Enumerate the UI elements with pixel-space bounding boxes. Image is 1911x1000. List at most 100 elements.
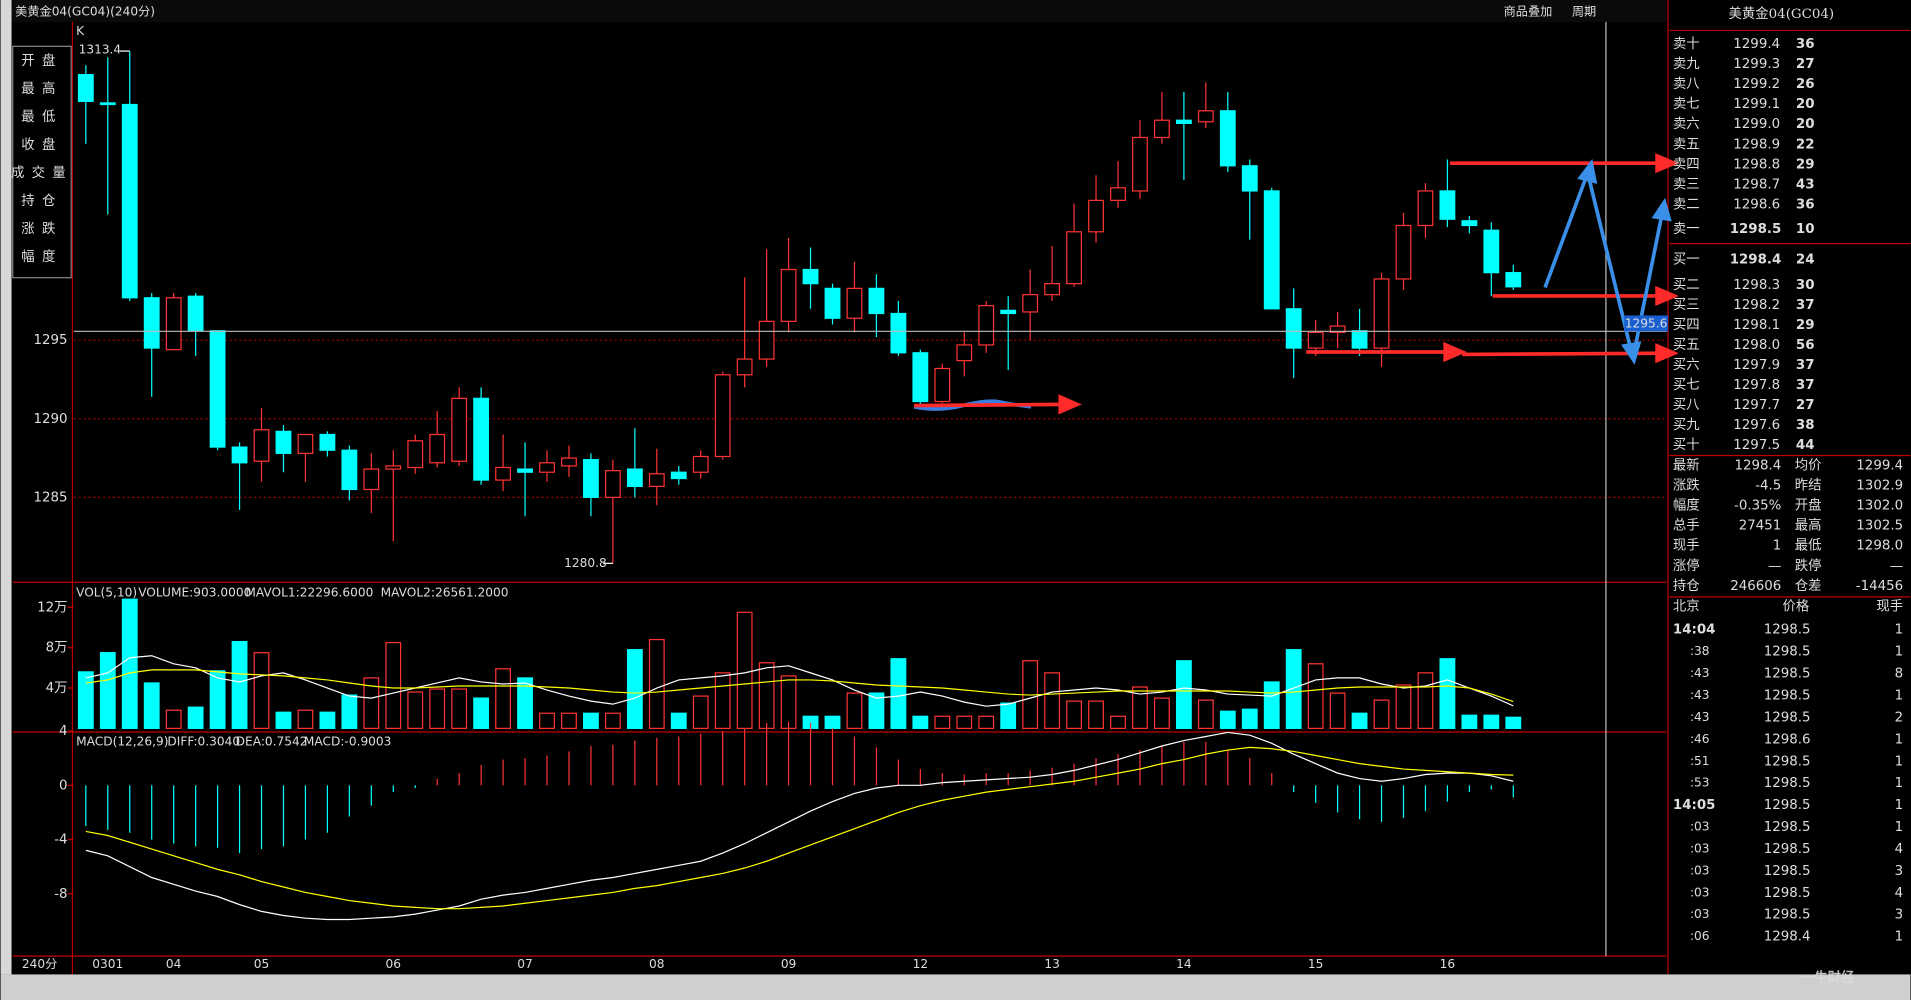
toolbar-button[interactable]: 商品叠加 xyxy=(1504,4,1553,19)
tick-time: :43 xyxy=(1690,666,1710,680)
quote-label: 最新 xyxy=(1673,457,1700,473)
ask-label: 卖七 xyxy=(1673,96,1700,112)
tick-price: 1298.5 xyxy=(1764,754,1811,769)
quote-value: 1302.5 xyxy=(1856,519,1903,534)
candle-body xyxy=(1307,331,1324,349)
y-tick-label: 1290 xyxy=(34,412,68,427)
tick-time: 14:04 xyxy=(1673,623,1716,638)
candle-body xyxy=(1197,110,1214,123)
y-tick-label: -4 xyxy=(54,833,67,848)
volume-bar xyxy=(868,692,885,729)
candle-body xyxy=(209,330,226,448)
quote-label: 跌停 xyxy=(1795,557,1822,574)
candle-body xyxy=(539,462,555,473)
y-tick-label: 8万 xyxy=(46,641,68,656)
crosshair-label-box xyxy=(1624,315,1669,332)
tick-price: 1298.5 xyxy=(1764,820,1811,835)
sidebar-item[interactable]: 收盘 xyxy=(21,136,62,153)
x-tick-label: 04 xyxy=(166,957,182,971)
candle-body xyxy=(165,297,182,351)
status-bar xyxy=(0,974,1911,1000)
quote-value: 27451 xyxy=(1739,519,1782,534)
sidebar-item[interactable]: 最高 xyxy=(21,80,62,97)
bid-volume: 37 xyxy=(1796,358,1815,373)
y-tick-label: -8 xyxy=(54,887,67,902)
volume-bar xyxy=(99,652,116,729)
volume-bar xyxy=(758,662,775,729)
tick-time: :03 xyxy=(1690,863,1710,877)
sidebar-item[interactable]: 成交量 xyxy=(11,164,73,181)
candle-body xyxy=(1022,294,1039,313)
bid-label: 买五 xyxy=(1673,337,1700,353)
tick-time: :51 xyxy=(1690,754,1710,768)
bid-price: 1297.7 xyxy=(1733,398,1780,413)
tick-price: 1298.5 xyxy=(1764,908,1811,923)
candle-body xyxy=(912,352,929,403)
volume-bar xyxy=(1285,649,1302,729)
bid-volume: 44 xyxy=(1796,438,1815,453)
left-tabs[interactable] xyxy=(0,0,12,975)
volume-bar xyxy=(165,709,182,729)
ticks-header: 价格 xyxy=(1783,599,1810,615)
volume-bar xyxy=(77,671,94,729)
ask-volume: 22 xyxy=(1796,137,1815,152)
quote-value: 246606 xyxy=(1730,579,1781,594)
tick-price: 1298.5 xyxy=(1764,710,1811,725)
tick-price: 1298.5 xyxy=(1764,798,1811,813)
volume-bar xyxy=(956,715,973,729)
volume-bar xyxy=(187,706,204,729)
quote-value: 1 xyxy=(1773,539,1782,554)
ask-label: 卖二 xyxy=(1673,197,1700,213)
volume-bar xyxy=(1044,672,1061,729)
volume-bar xyxy=(121,598,138,729)
bid-price: 1298.1 xyxy=(1733,318,1780,333)
volume-bar xyxy=(1395,684,1412,729)
volume-bar xyxy=(1154,697,1170,729)
volume-bar xyxy=(978,715,995,729)
bid-label: 买九 xyxy=(1673,417,1700,433)
candle-body xyxy=(561,457,577,467)
sidebar-box xyxy=(12,45,72,279)
candle-body xyxy=(824,287,841,319)
sidebar-item[interactable]: 涨跌 xyxy=(21,221,62,237)
tick-price: 1298.5 xyxy=(1764,842,1811,857)
toolbar-button[interactable]: 周期 xyxy=(1572,5,1596,19)
volume-bar xyxy=(407,691,424,729)
tick-volume: 1 xyxy=(1895,623,1904,638)
candle-body xyxy=(407,440,424,469)
quote-label: 持仓 xyxy=(1673,578,1700,594)
volume-bar xyxy=(319,711,336,729)
sidebar-item[interactable]: 开盘 xyxy=(21,52,62,69)
y-tick-label: 4万 xyxy=(46,681,68,696)
bid-price: 1298.4 xyxy=(1730,252,1782,267)
x-tick-label: 13 xyxy=(1044,957,1060,971)
ask-price: 1298.8 xyxy=(1733,157,1780,172)
volume-bar xyxy=(275,711,292,729)
tick-volume: 1 xyxy=(1895,732,1904,747)
ask-label: 卖九 xyxy=(1673,56,1700,72)
period-label: 240分 xyxy=(22,957,57,971)
sidebar-item[interactable]: 持仓 xyxy=(21,193,62,209)
candle-body xyxy=(1132,136,1148,192)
tick-volume: 1 xyxy=(1895,776,1904,791)
x-tick-label: 16 xyxy=(1440,957,1456,971)
candle-body xyxy=(473,397,490,481)
ask-price: 1298.5 xyxy=(1730,222,1782,237)
quote-label: 最低 xyxy=(1795,538,1822,554)
candle-body xyxy=(1000,309,1017,315)
volume-bar xyxy=(648,638,665,729)
volume-bar xyxy=(912,715,929,729)
max-label: 1313.4 xyxy=(79,42,122,56)
sidebar-item[interactable]: 最低 xyxy=(21,109,62,125)
candle-body xyxy=(1373,278,1390,349)
y-tick-label: 0 xyxy=(59,778,68,793)
sidebar-item[interactable]: 幅度 xyxy=(21,249,62,265)
volume-bar xyxy=(451,688,468,729)
quote-value: -14456 xyxy=(1856,579,1903,594)
ask-price: 1299.2 xyxy=(1733,77,1780,92)
tick-price: 1298.6 xyxy=(1764,732,1811,747)
candle-body xyxy=(1461,220,1478,227)
legend-item: VOL(5,10) xyxy=(76,586,137,600)
volume-bar xyxy=(1373,699,1390,729)
